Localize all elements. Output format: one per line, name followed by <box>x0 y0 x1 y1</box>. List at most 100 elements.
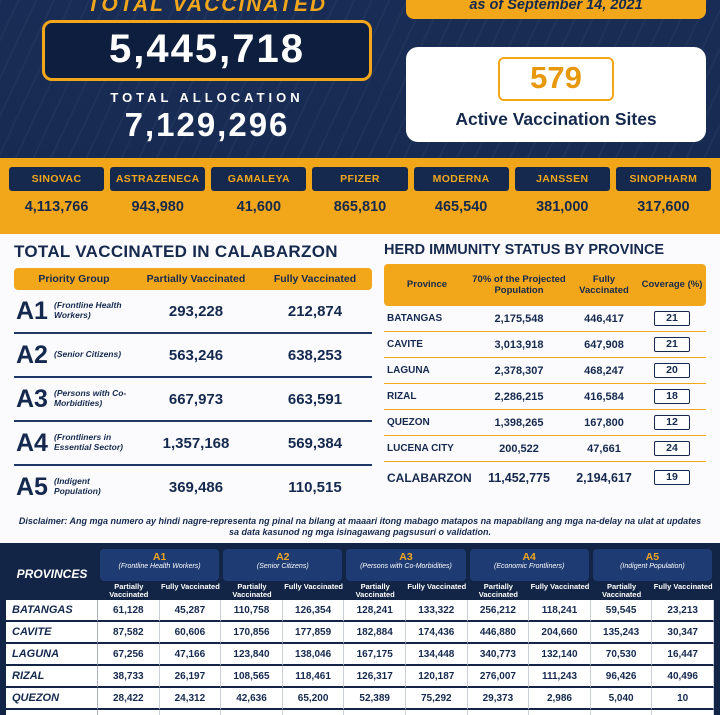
projected-population-value: 200,522 <box>499 442 539 455</box>
projected-population-value: 1,398,265 <box>494 416 544 429</box>
vaccination-count: 26,197 <box>159 666 222 688</box>
total-vaccinated-value: 5,445,718 <box>42 20 372 81</box>
coverage-cell: 21 <box>640 311 704 326</box>
priority-group-cell: A3 (Persons with Co-Morbidities) <box>14 385 134 414</box>
vaccine-dose-count: 41,600 <box>236 199 282 215</box>
vaccination-count: 65,200 <box>282 688 345 710</box>
vaccination-count: 340,773 <box>467 644 530 666</box>
vaccination-count: 111,243 <box>529 666 591 688</box>
vaccination-count: 118,241 <box>529 600 591 622</box>
priority-group-header: A2 (Senior Citizens) <box>223 549 343 581</box>
fully-vaccinated-value: 47,661 <box>587 442 621 455</box>
vaccination-count: 174,436 <box>405 622 468 644</box>
priority-group-desc: (Indigent Population) <box>54 476 101 496</box>
fully-vaccinated-value: 212,874 <box>287 302 343 320</box>
vaccination-count: 108,565 <box>221 666 283 688</box>
vaccination-count: 24,312 <box>159 688 222 710</box>
fully-vaccinated-value: 663,591 <box>287 390 343 408</box>
header-fully-vaccinated: Fully Vaccinated <box>579 273 629 296</box>
sub-column-header: Fully Vaccinated <box>161 582 220 591</box>
sub-column-header: Fully Vaccinated <box>407 582 467 591</box>
partially-vaccinated-value: 293,228 <box>168 302 224 320</box>
vaccine-dose-count: 865,810 <box>333 199 387 215</box>
province-name: CAVITE <box>387 339 423 350</box>
province-name: QUEZON <box>387 417 430 428</box>
priority-group-row: A5 (Indigent Population) 369,486 110,515 <box>14 466 372 508</box>
vaccination-count: 133,322 <box>405 600 468 622</box>
vaccine-dose-count: 4,113,766 <box>24 199 89 215</box>
vaccine-brand-name: GAMALEYA <box>211 167 307 191</box>
vaccination-count: 132,140 <box>529 644 591 666</box>
sites-block: as of September 14, 2021 579 Active Vacc… <box>406 0 706 142</box>
vaccination-count: 29,373 <box>467 688 530 710</box>
priority-group-code: A2 <box>16 340 48 369</box>
province-breakdown-table: PROVINCES A1 (Frontline Health Workers) A2(… <box>6 548 714 715</box>
priority-group-code: A5 <box>16 472 48 501</box>
province-name: QUEZON <box>6 688 98 710</box>
priority-group-header: A4 (Economic Frontliners) <box>469 549 589 581</box>
vaccination-count: 10,107 <box>98 710 160 715</box>
vaccination-count: 126,317 <box>344 666 406 688</box>
vaccination-count: 59,545 <box>590 600 653 622</box>
priority-group-desc: (Senior Citizens) <box>54 349 122 360</box>
coverage-value: 21 <box>654 337 690 352</box>
province-name: LAGUNA <box>387 365 430 376</box>
vaccination-count: 177,859 <box>282 622 345 644</box>
fully-vaccinated-value: 110,515 <box>288 478 342 496</box>
priority-group-desc: (Persons with Co-Morbidities) <box>54 388 127 408</box>
vaccine-column: SINOVAC 4,113,766 <box>9 167 105 225</box>
vaccination-count: 47,166 <box>159 644 222 666</box>
vaccination-count: 38,733 <box>98 666 160 688</box>
group-desc: (Indigent Population) <box>620 563 685 570</box>
priority-group-cell: A2 (Senior Citizens) <box>14 341 134 370</box>
group-code: A2 <box>276 551 290 563</box>
vaccine-column: PFIZER 865,810 <box>312 167 408 225</box>
vaccine-brand-name: PFIZER <box>312 167 408 191</box>
group-desc: (Persons with Co-Morbidities) <box>360 563 452 570</box>
vaccine-column: ASTRAZENECA 943,980 <box>110 167 206 225</box>
vaccination-count: 45,287 <box>159 600 222 622</box>
totals-block: TOTAL VACCINATED 5,445,718 TOTAL ALLOCAT… <box>42 0 372 144</box>
total-allocation-label: TOTAL ALLOCATION <box>110 90 304 105</box>
herd-province-row: CAVITE 3,013,918 647,908 21 <box>384 332 706 358</box>
vaccination-count: 2,962 <box>590 710 653 715</box>
priority-group-header: A1 (Frontline Health Workers) <box>100 549 220 581</box>
sub-column-header: Fully Vaccinated <box>530 582 590 591</box>
vaccination-count: 138,046 <box>282 644 345 666</box>
header-coverage: Coverage (%) <box>641 279 703 291</box>
total-coverage-cell: 19 <box>640 470 704 485</box>
coverage-value: 20 <box>654 363 690 378</box>
vaccination-count: 28,422 <box>98 688 160 710</box>
provinces-column-header: PROVINCES <box>16 567 88 581</box>
priority-group-code: A4 <box>16 428 48 457</box>
vaccine-brand-name: ASTRAZENECA <box>110 167 206 191</box>
herd-total-row: CALABARZON 11,452,775 2,194,617 19 <box>384 462 706 493</box>
group-code: A4 <box>522 551 536 563</box>
vaccination-count: 126,354 <box>282 600 345 622</box>
vaccination-count: 182,884 <box>344 622 406 644</box>
vaccination-count: 75,292 <box>405 688 468 710</box>
sub-column-header: Fully Vaccinated <box>653 582 713 591</box>
herd-province-row: BATANGAS 2,175,548 446,417 21 <box>384 306 706 332</box>
partially-vaccinated-value: 1,357,168 <box>162 434 230 452</box>
active-sites-card: 579 Active Vaccination Sites <box>406 47 706 142</box>
header-fully-vaccinated: Fully Vaccinated <box>273 273 357 285</box>
vaccination-count: 204,660 <box>529 622 591 644</box>
active-sites-label: Active Vaccination Sites <box>455 109 657 129</box>
coverage-cell: 24 <box>640 441 704 456</box>
vaccination-count: 67,256 <box>98 644 160 666</box>
province-name: RIZAL <box>6 666 98 688</box>
vaccination-count: 8,714 <box>221 710 283 715</box>
herd-province-row: QUEZON 1,398,265 167,800 12 <box>384 410 706 436</box>
sub-column-header: Partially Vaccinated <box>232 582 272 600</box>
vaccine-column: SINOPHARM 317,600 <box>615 167 711 225</box>
vaccination-count: 256,212 <box>467 600 530 622</box>
group-desc: (Senior Citizens) <box>256 563 309 570</box>
fully-vaccinated-value: 416,584 <box>584 390 624 403</box>
fully-vaccinated-value: 569,384 <box>287 434 343 452</box>
vaccination-count: 87,582 <box>98 622 160 644</box>
vaccination-count: 9,973 <box>529 710 591 715</box>
vaccination-count: 13,192 <box>159 710 222 715</box>
sub-column-header: Partially Vaccinated <box>355 582 395 600</box>
